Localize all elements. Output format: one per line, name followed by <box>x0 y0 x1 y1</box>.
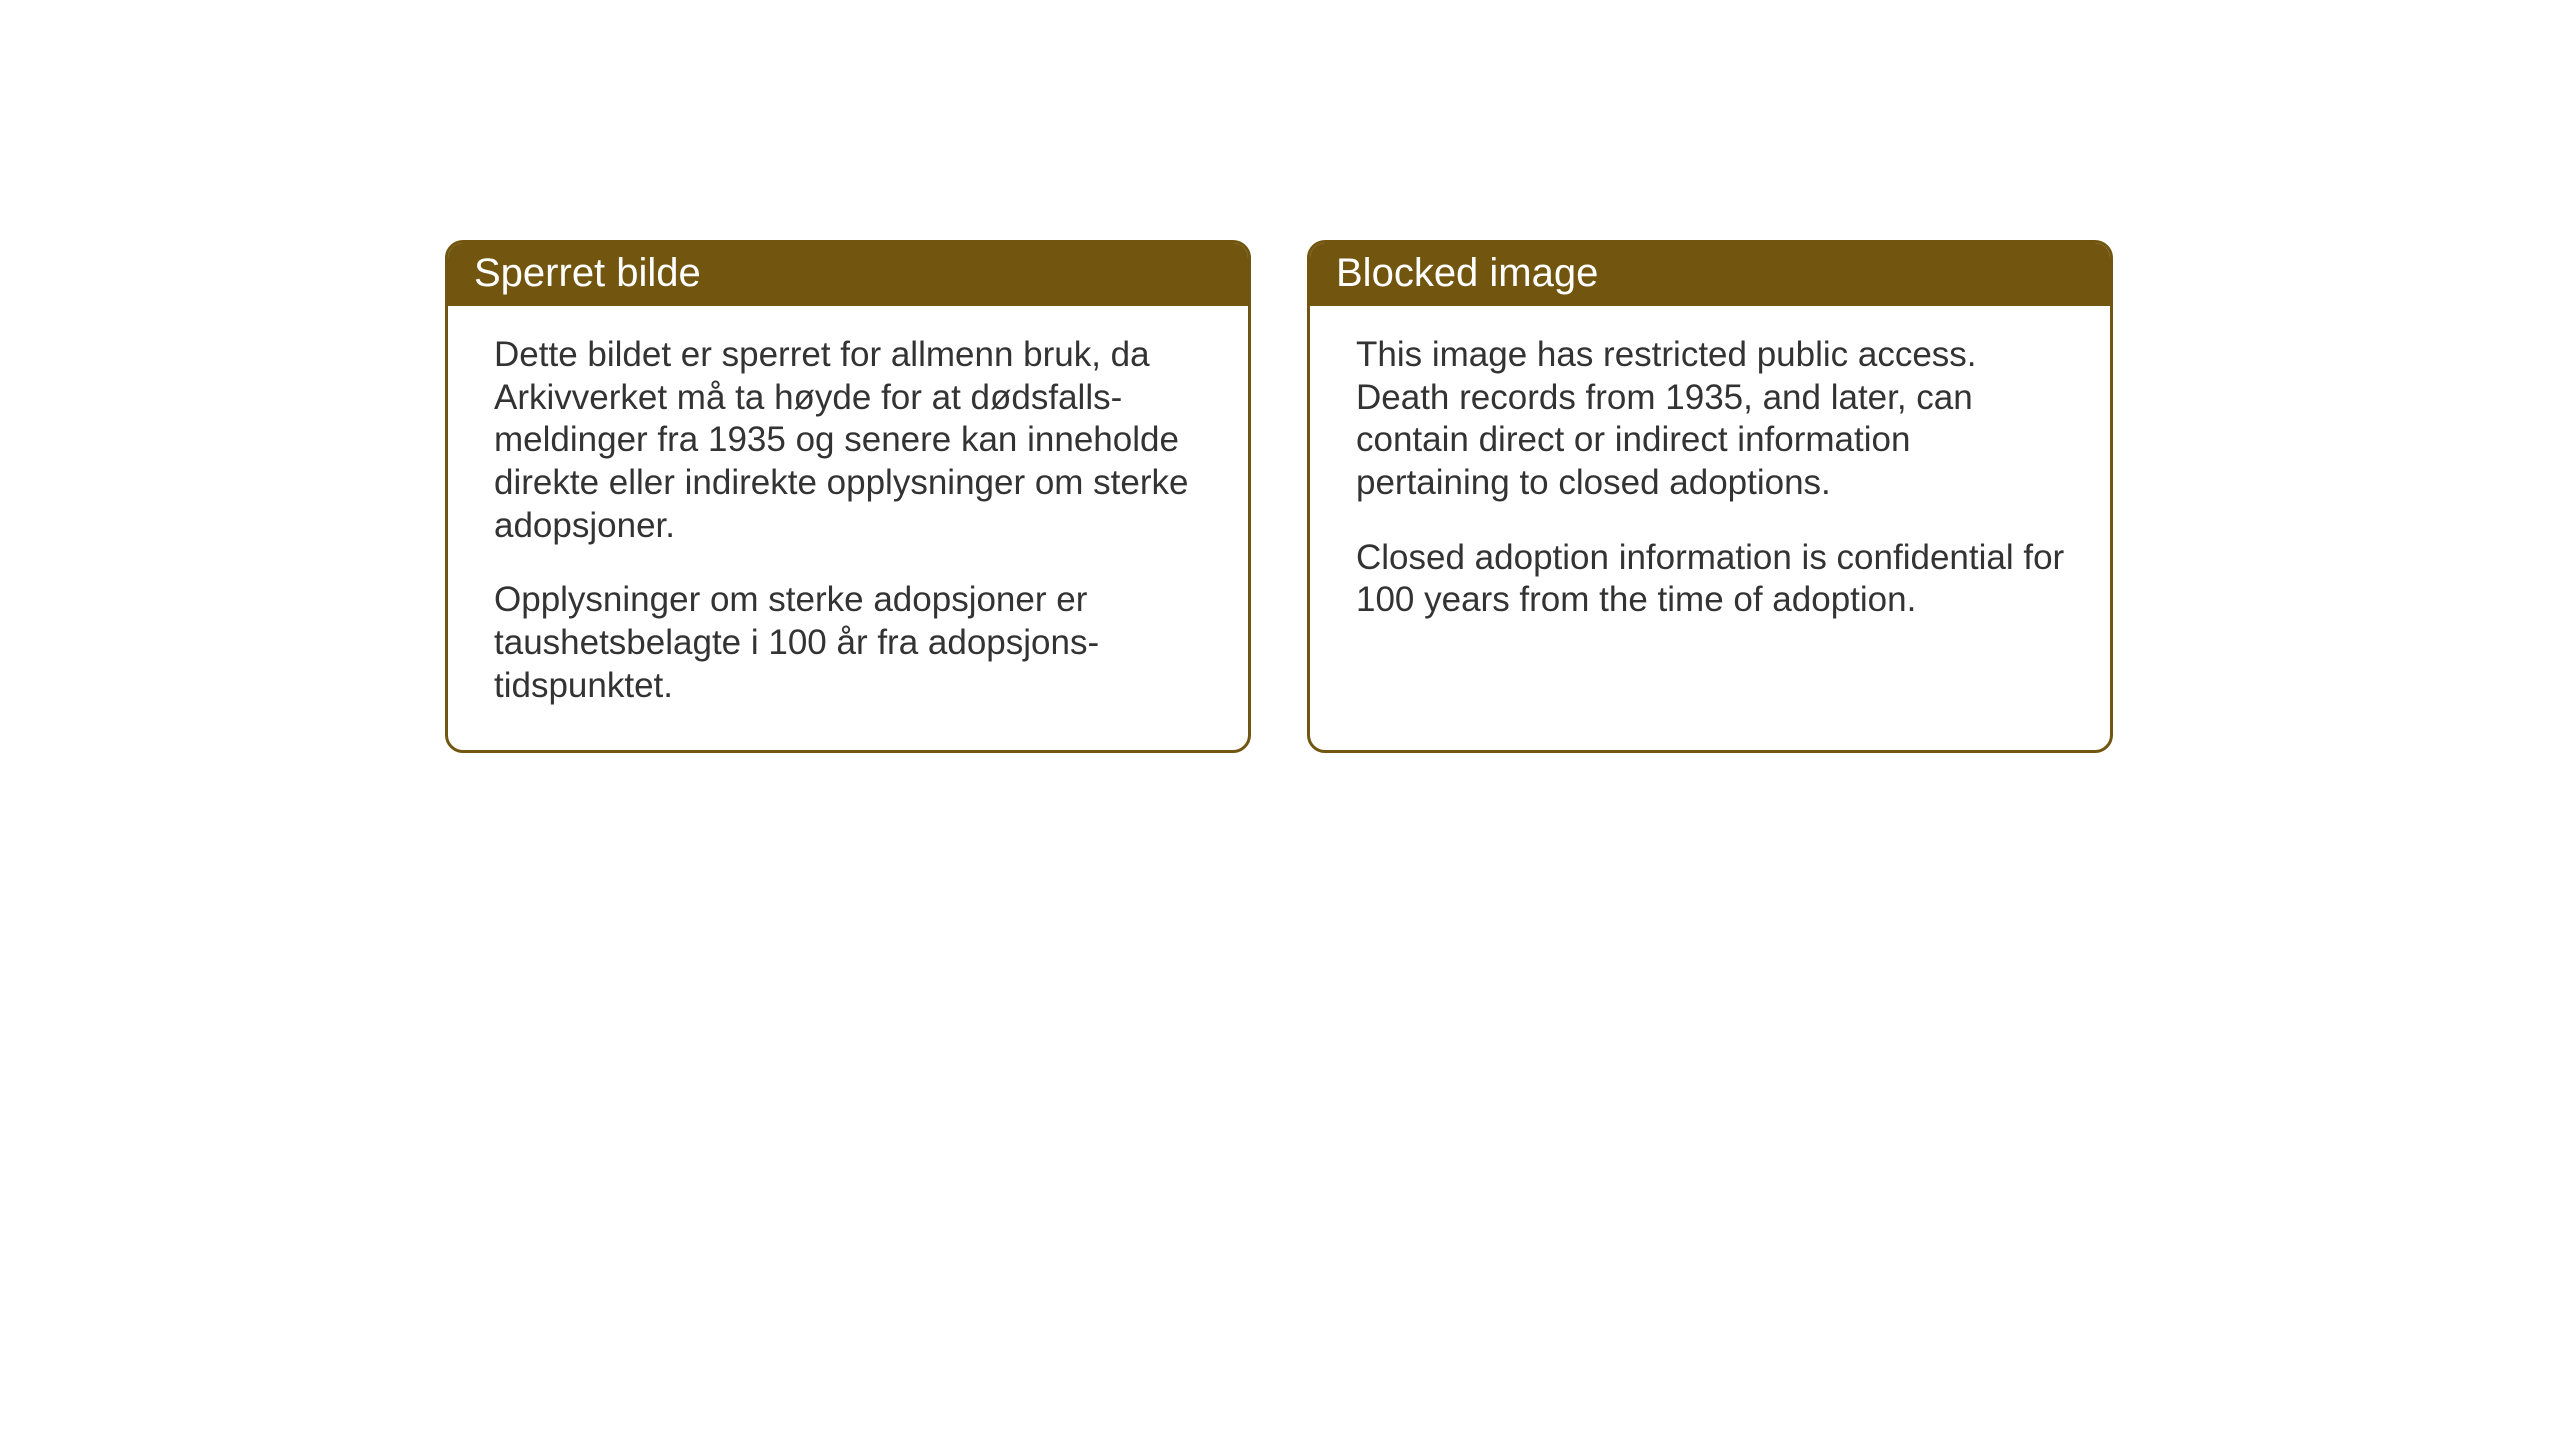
card-english: Blocked image This image has restricted … <box>1307 240 2113 753</box>
card-norwegian: Sperret bilde Dette bildet er sperret fo… <box>445 240 1251 753</box>
card-body-norwegian: Dette bildet er sperret for allmenn bruk… <box>448 306 1248 750</box>
paragraph-english-1: This image has restricted public access.… <box>1356 334 2070 505</box>
paragraph-english-2: Closed adoption information is confident… <box>1356 537 2070 622</box>
card-header-norwegian: Sperret bilde <box>448 243 1248 306</box>
paragraph-norwegian-2: Opplysninger om sterke adopsjoner er tau… <box>494 579 1208 707</box>
cards-container: Sperret bilde Dette bildet er sperret fo… <box>445 240 2560 753</box>
card-header-english: Blocked image <box>1310 243 2110 306</box>
paragraph-norwegian-1: Dette bildet er sperret for allmenn bruk… <box>494 334 1208 547</box>
card-body-english: This image has restricted public access.… <box>1310 306 2110 664</box>
